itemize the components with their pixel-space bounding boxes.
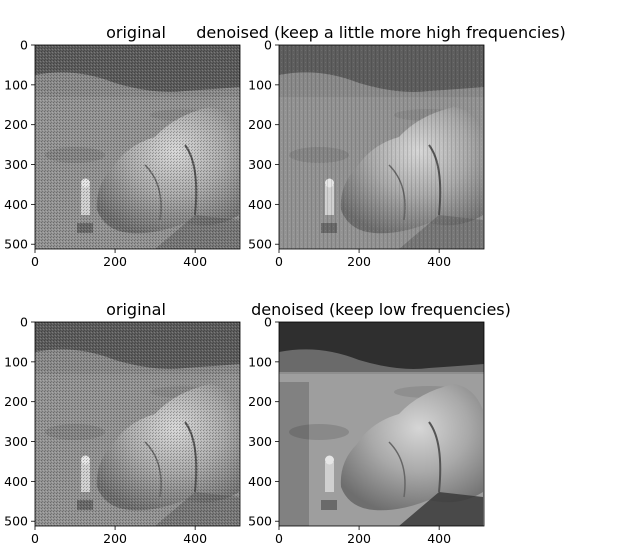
x-tick-label: 0 bbox=[275, 254, 283, 269]
x-tick-label: 400 bbox=[183, 531, 207, 546]
y-tick-label: 200 bbox=[248, 394, 272, 409]
x-tick-label: 200 bbox=[103, 531, 127, 546]
y-tick-label: 300 bbox=[248, 434, 272, 449]
boulder bbox=[340, 384, 483, 511]
x-tick-label: 0 bbox=[31, 531, 39, 546]
y-tick-label: 100 bbox=[4, 354, 28, 369]
y-tick-label: 400 bbox=[248, 474, 272, 489]
y-tick-label: 0 bbox=[264, 38, 272, 53]
y-tick-label: 500 bbox=[248, 237, 272, 252]
y-tick-label: 200 bbox=[4, 117, 28, 132]
x-tick-label: 0 bbox=[31, 254, 39, 269]
x-tick-label: 400 bbox=[427, 531, 451, 546]
y-tick-label: 400 bbox=[4, 197, 28, 212]
y-tick-label: 100 bbox=[248, 77, 272, 92]
image-content bbox=[279, 322, 484, 526]
subplot-3: original 0 200 400 0 100 200 300 400 500 bbox=[4, 300, 241, 546]
y-tick-label: 0 bbox=[264, 315, 272, 330]
y-tick-label: 300 bbox=[248, 157, 272, 172]
y-tick-label: 200 bbox=[248, 117, 272, 132]
image-content bbox=[35, 45, 240, 249]
hills bbox=[279, 349, 484, 382]
y-tick-label: 200 bbox=[4, 394, 28, 409]
subplot-title: denoised (keep a little more high freque… bbox=[196, 23, 566, 42]
x-tick-label: 200 bbox=[103, 254, 127, 269]
y-tick-label: 400 bbox=[4, 474, 28, 489]
y-tick-label: 100 bbox=[4, 77, 28, 92]
y-tick-label: 0 bbox=[20, 38, 28, 53]
axes-frame bbox=[278, 321, 485, 527]
y-tick-label: 0 bbox=[20, 315, 28, 330]
y-tick-label: 500 bbox=[248, 514, 272, 529]
subplot-4: denoised (keep low frequencies)0 200 40001… bbox=[248, 300, 511, 546]
y-tick-label: 100 bbox=[248, 354, 272, 369]
y-tick-label: 300 bbox=[4, 434, 28, 449]
subplot-2: denoised (keep a little more high freque… bbox=[196, 23, 566, 269]
y-tick-label: 500 bbox=[4, 237, 28, 252]
y-tick-label: 400 bbox=[248, 197, 272, 212]
subplot-1: original 0 200 400 0 100 200 300 400 500 bbox=[4, 23, 241, 269]
subplot-title: original bbox=[106, 300, 166, 319]
y-tick-label: 500 bbox=[4, 514, 28, 529]
x-tick-label: 200 bbox=[347, 531, 371, 546]
x-tick-label: 200 bbox=[347, 254, 371, 269]
image-content bbox=[35, 322, 240, 526]
x-tick-label: 400 bbox=[183, 254, 207, 269]
y-tick-label: 300 bbox=[4, 157, 28, 172]
subplot-title: original bbox=[106, 23, 166, 42]
subplot-title: denoised (keep low frequencies) bbox=[251, 300, 511, 319]
axes-frame bbox=[34, 44, 241, 250]
image-content bbox=[279, 45, 484, 249]
axes-frame bbox=[34, 321, 241, 527]
x-tick-label: 0 bbox=[275, 531, 283, 546]
astronaut bbox=[325, 462, 334, 492]
axes-frame bbox=[278, 44, 485, 250]
x-tick-label: 400 bbox=[427, 254, 451, 269]
